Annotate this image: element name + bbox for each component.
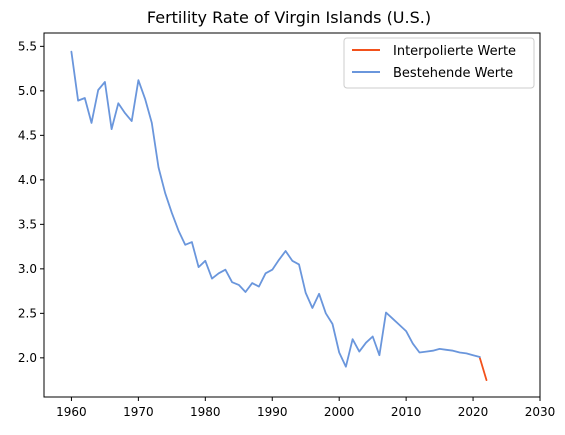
series-line-existing [70,50,481,368]
series-line-interpolated [478,356,488,382]
axes-layer: 1960 1970 1980 1990 2000 2010 2020 2030 2.0 2.5 3.… [18,39,555,419]
chart-title: Fertility Rate of Virgin Islands (U.S.) [147,8,431,27]
x-tick-label: 1970 [123,405,154,419]
y-tick-label: 5.0 [18,84,37,98]
x-tick-label: 2030 [525,405,556,419]
x-tick-label: 2010 [391,405,422,419]
plot-frame [43,32,541,398]
y-tick-label: 2.0 [18,351,37,365]
y-tick-label: 2.5 [18,306,37,320]
legend-label-existing: Bestehende Werte [393,66,513,81]
legend: Interpolierte Werte Bestehende Werte [343,37,535,89]
plot-area [44,33,540,397]
x-tick-label: 1960 [56,405,87,419]
legend-label-interpolated: Interpolierte Werte [393,44,516,59]
y-tick-label: 4.0 [18,173,37,187]
y-tick-label: 5.5 [18,39,37,53]
x-tick-label: 1990 [257,405,288,419]
y-tick-label: 3.5 [18,217,37,231]
legend-box [343,37,535,89]
y-tick-label: 3.0 [18,262,37,276]
x-tick-label: 2020 [458,405,489,419]
series-layer [70,50,488,382]
x-tick-label: 1980 [190,405,221,419]
x-tick-label: 2000 [324,405,355,419]
y-tick-label: 4.5 [18,128,37,142]
